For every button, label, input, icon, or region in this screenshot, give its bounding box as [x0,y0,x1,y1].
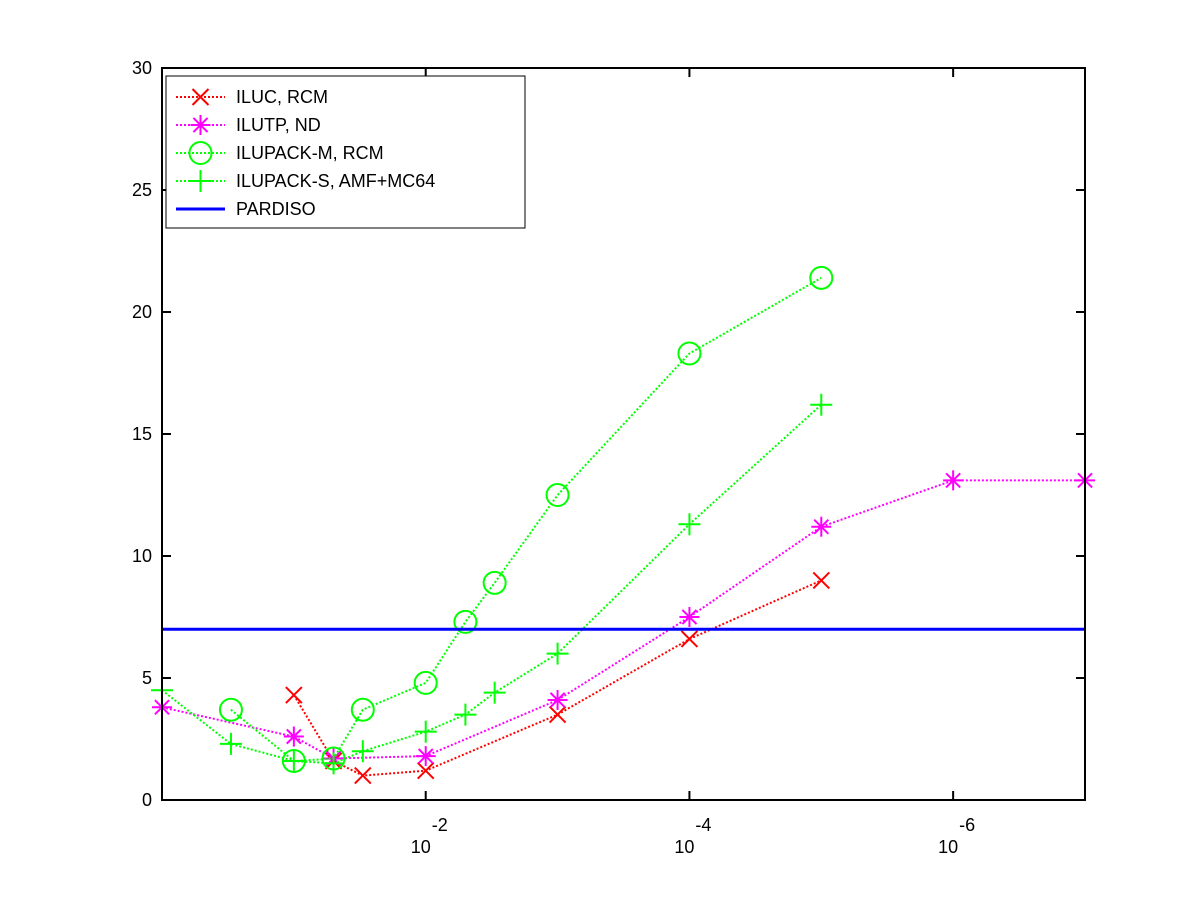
data-point-1-1 [283,726,304,747]
y-tick-label: 15 [132,424,152,444]
legend-entry-1: ILUTP, ND [176,115,321,135]
data-point-0-2 [354,766,372,785]
data-point-3-5 [414,720,437,743]
data-point-2-6 [482,570,507,595]
data-point-1-3 [415,746,436,767]
asterisk-marker-stroke [192,117,209,133]
y-tick-label: 0 [142,790,152,810]
data-point-0-3 [417,762,435,780]
y-tick-label: 20 [132,302,152,322]
legend-label-3: ILUPACK-S, AMF+MC64 [236,171,435,191]
legend-marker-2 [188,141,213,165]
data-point-1-7 [943,470,964,491]
asterisk-marker-stroke [813,518,830,535]
data-point-0-5 [680,630,699,648]
asterisk-marker-stroke [945,472,961,489]
data-point-3-3 [322,752,345,775]
legend-entry-2: ILUPACK-M, RCM [176,141,384,165]
data-point-2-7 [545,483,570,507]
legend-label-0: ILUC, RCM [236,87,328,107]
data-point-2-0 [218,697,243,722]
y-tick-label: 25 [132,180,152,200]
asterisk-marker-stroke [286,728,302,745]
x-marker-stroke [812,571,830,590]
legend-entries: ILUC, RCM ILUTP, ND ILUPACK-M, RCM ILUPACK-… [176,87,435,219]
data-point-2-4 [413,670,438,695]
series-3 [151,393,833,775]
x-marker-stroke [191,88,210,106]
legend-marker-1 [190,115,211,135]
data-point-3-10 [810,393,833,416]
x-tick-label-base: 10 [938,837,958,857]
y-tick-label: 10 [132,546,152,566]
asterisk-marker-stroke [681,609,698,625]
data-point-0-0 [285,686,303,704]
x-marker-stroke [548,705,567,724]
data-point-1-5 [679,607,700,627]
data-point-2-5 [453,609,478,634]
data-point-1-4 [547,689,568,710]
data-point-3-4 [351,740,374,763]
series-line-1 [161,479,1085,760]
data-point-3-1 [219,732,242,755]
data-point-2-9 [809,265,834,290]
legend-entry-4: PARDISO [176,199,316,219]
x-tick-label-exponent: -4 [695,815,711,835]
x-tick-label-exponent: -2 [432,815,448,835]
data-point-0-4 [548,705,567,724]
x-tick-label-exponent: -6 [959,815,975,835]
x-marker-stroke [417,762,435,780]
x-marker-stroke [680,630,699,648]
x-marker-stroke [354,766,372,785]
x-tick-label-base: 10 [674,837,694,857]
y-tick-label: 30 [132,58,152,78]
legend-label-1: ILUTP, ND [236,115,321,135]
data-point-0-6 [812,571,830,590]
data-point-3-6 [454,703,477,726]
series-layer [151,265,1095,785]
legend: ILUC, RCM ILUTP, ND ILUPACK-M, RCM ILUPACK-… [165,75,526,229]
data-point-2-3 [350,697,375,722]
legend-label-2: ILUPACK-M, RCM [236,143,384,163]
legend-entry-3: ILUPACK-S, AMF+MC64 [176,170,435,192]
legend-marker-3 [189,170,212,192]
data-point-1-6 [811,516,832,537]
data-point-2-8 [677,341,702,366]
data-point-3-7 [483,681,506,704]
legend-label-4: PARDISO [236,199,316,219]
data-point-3-9 [678,513,701,536]
series-line-2 [230,276,822,763]
asterisk-marker-stroke [417,748,434,764]
legend-marker-0 [191,88,210,106]
asterisk-marker-stroke [549,692,566,708]
y-tick-label: 5 [142,668,152,688]
legend-box [165,75,526,229]
legend-entry-0: ILUC, RCM [176,87,328,107]
data-point-3-2 [282,749,305,772]
data-point-3-8 [546,642,569,665]
x-marker-stroke [285,686,303,704]
x-tick-label-base: 10 [411,837,431,857]
